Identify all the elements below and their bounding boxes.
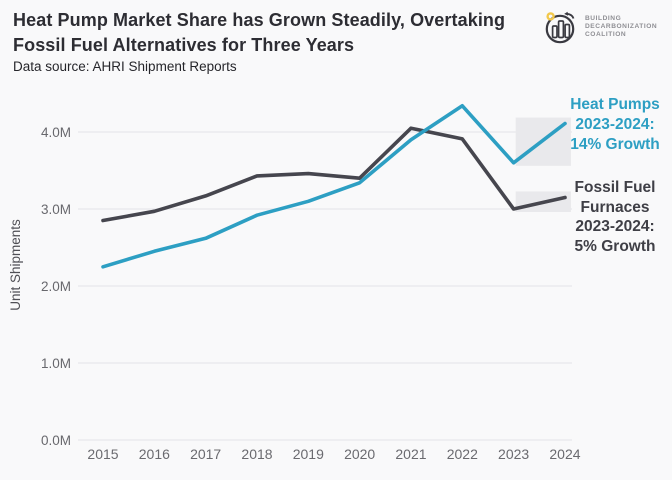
annotation-line: 2023-2024: (575, 218, 655, 235)
x-tick-label: 2018 (241, 446, 272, 462)
coalition-logo: BUILDING DECARBONIZATION COALITION (543, 10, 657, 46)
x-tick-label: 2022 (447, 446, 478, 462)
y-tick-label: 0.0M (41, 433, 71, 448)
y-tick-label: 1.0M (41, 356, 71, 371)
logo-text-line: COALITION (585, 31, 627, 39)
coalition-logo-text: BUILDING DECARBONIZATION COALITION (585, 15, 657, 40)
coalition-logo-icon (545, 11, 575, 44)
annotation-line: 5% Growth (574, 237, 656, 255)
arrow-icon (566, 12, 575, 19)
x-tick-label: 2015 (87, 446, 118, 462)
x-tick-label: 2024 (549, 446, 580, 462)
annotation-line: 14% Growth (570, 136, 660, 153)
x-tick-label: 2023 (498, 446, 529, 462)
page-title: Heat Pump Market Share has Grown Steadil… (13, 10, 506, 55)
x-tick-label: 2019 (293, 446, 324, 462)
y-axis-title: Unit Shipments (8, 219, 23, 311)
x-tick-label: 2021 (395, 446, 426, 462)
y-tick-label: 4.0M (41, 125, 71, 140)
heat-pumps-line (101, 104, 567, 269)
sun-icon (546, 12, 555, 21)
logo-text-line: BUILDING (585, 15, 622, 22)
heat-pumps-annotation: Heat Pumps 2023-2024: 14% Growth (563, 95, 667, 155)
logo-text-line: DECARBONIZATION (585, 23, 658, 31)
annotation-line: Fossil Fuel (574, 179, 656, 196)
x-tick-label: 2020 (344, 446, 375, 462)
fossil-fuel-annotation: Fossil Fuel Furnaces 2023-2024: 5% Growt… (563, 178, 667, 256)
x-tick-label: 2017 (190, 446, 221, 462)
annotation-line: Heat Pumps (570, 96, 660, 113)
x-tick-label: 2016 (139, 446, 170, 462)
y-tick-label: 3.0M (41, 202, 71, 217)
y-tick-label: 2.0M (41, 279, 71, 294)
fossil-fuel-furnaces-line (101, 126, 567, 223)
data-source-label: Data source: AHRI Shipment Reports (13, 59, 237, 74)
annotation-line: 2023-2024: (575, 116, 655, 133)
annotation-line: Furnaces (580, 198, 650, 216)
